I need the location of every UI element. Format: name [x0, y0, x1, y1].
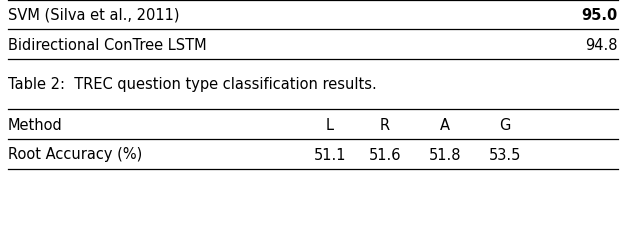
Text: Bidirectional ConTree LSTM: Bidirectional ConTree LSTM [8, 37, 207, 52]
Text: 51.1: 51.1 [314, 147, 346, 162]
Text: G: G [500, 117, 511, 132]
Text: 51.8: 51.8 [429, 147, 461, 162]
Text: SVM (Silva et al., 2011): SVM (Silva et al., 2011) [8, 8, 180, 22]
Text: 53.5: 53.5 [489, 147, 521, 162]
Text: R: R [380, 117, 390, 132]
Text: 51.6: 51.6 [369, 147, 401, 162]
Text: A: A [440, 117, 450, 132]
Text: Root Accuracy (%): Root Accuracy (%) [8, 147, 142, 162]
Text: 94.8: 94.8 [585, 37, 618, 52]
Text: Table 2:  TREC question type classification results.: Table 2: TREC question type classificati… [8, 77, 377, 92]
Text: 95.0: 95.0 [582, 8, 618, 22]
Text: Method: Method [8, 117, 63, 132]
Text: L: L [326, 117, 334, 132]
